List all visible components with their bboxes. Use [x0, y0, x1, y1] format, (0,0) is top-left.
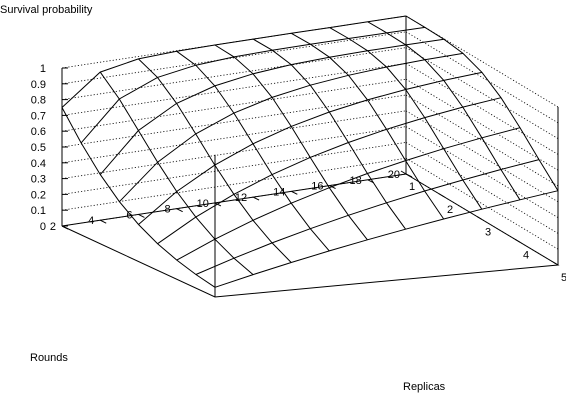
z-gridline: [61, 142, 407, 195]
z-gridline: [405, 31, 559, 124]
floor-frame: [61, 173, 560, 298]
y-tick-label: 2: [50, 221, 56, 233]
y-tickmark: [99, 219, 107, 224]
y-tick-label: 10: [197, 198, 209, 210]
z-tick-label: 1: [40, 63, 46, 75]
z-gridline: [405, 63, 559, 155]
z-gridline: [405, 47, 559, 139]
y-axis-label: Rounds: [30, 352, 68, 364]
mesh-col: [99, 38, 445, 175]
y-tick-label: 4: [88, 215, 94, 227]
z-tick-label: 0.1: [31, 205, 46, 217]
x-tickmark: [476, 216, 483, 220]
z-gridline: [405, 110, 559, 203]
y-tickmark: [329, 185, 336, 190]
y-tickmark: [214, 202, 222, 207]
x-tickmark: [514, 238, 521, 243]
tick-labels: 00.10.20.30.40.50.60.70.80.912 4 6 8 10 12 14 1…: [31, 63, 566, 284]
z-gridline: [61, 63, 407, 116]
y-tickmark: [252, 196, 260, 201]
mesh-row: [61, 107, 216, 288]
z-gridline: [61, 94, 407, 148]
z-axis-label: Survival probability: [0, 4, 93, 16]
x-tick-label: 2: [447, 204, 453, 216]
x-tickmark: [400, 170, 407, 175]
z-gridline: [405, 157, 559, 250]
mesh-col: [157, 97, 502, 245]
mesh-col: [119, 52, 464, 203]
z-tick-label: 0.3: [31, 174, 46, 186]
z-tick-label: 0: [40, 221, 46, 233]
z-gridline: [405, 126, 559, 218]
z-tick-label: 0.9: [31, 79, 46, 91]
y-tick-label: 20: [388, 169, 400, 181]
z-gridline: [61, 110, 407, 164]
surface-mesh: [61, 15, 559, 288]
y-tick-label: 6: [126, 209, 132, 221]
x-tick-label: 5: [561, 272, 566, 284]
y-tickmark: [176, 208, 183, 213]
mesh-col: [61, 15, 407, 108]
y-tickmark: [291, 190, 298, 195]
z-gridline: [405, 94, 559, 187]
y-tick-label: 16: [311, 181, 323, 193]
z-tick-label: 0.4: [31, 158, 46, 170]
y-tickmark: [61, 225, 69, 230]
mesh-col: [176, 127, 521, 261]
y-tick-label: 18: [350, 175, 362, 187]
y-tick-label: 12: [235, 192, 247, 204]
x-tickmark: [552, 261, 559, 266]
x-tick-label: 3: [485, 227, 491, 239]
mesh-col: [214, 190, 559, 288]
y-tick-label: 8: [165, 204, 171, 216]
z-gridline: [405, 142, 559, 234]
z-gridline: [61, 126, 407, 179]
mesh-row: [99, 71, 254, 275]
mesh-row: [214, 44, 368, 241]
mesh-col: [80, 26, 426, 144]
z-tick-label: 0.5: [31, 142, 46, 154]
z-tick-label: 0.7: [31, 110, 46, 122]
y-tick-label: 14: [273, 186, 285, 198]
z-gridline: [61, 47, 407, 100]
x-tick-label: 1: [409, 181, 415, 193]
x-axis-label: Replicas: [403, 381, 446, 393]
z-gridline: [61, 31, 407, 85]
y-tickmark: [367, 179, 375, 184]
z-tick-label: 0.2: [31, 189, 46, 201]
mesh-col: [195, 159, 540, 275]
mesh-row: [405, 15, 559, 191]
z-gridline: [405, 78, 559, 171]
z-gridline: [61, 78, 407, 132]
z-tick-label: 0.8: [31, 95, 46, 107]
y-tickmark: [138, 213, 145, 218]
y-tickmark: [405, 173, 413, 178]
z-tick-label: 0.6: [31, 126, 46, 138]
x-tick-label: 4: [523, 249, 529, 261]
x-tickmark: [438, 193, 445, 198]
mesh-col: [138, 71, 483, 225]
